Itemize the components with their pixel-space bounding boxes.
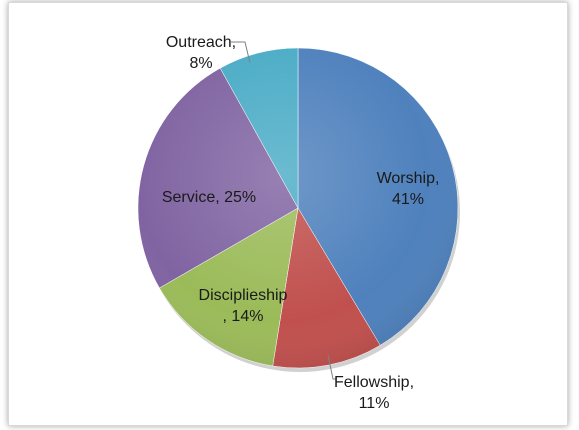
chart-frame: Worship, 41% Fellowship, 11% Disciplieship , …	[8, 2, 568, 426]
slice-label-line: 41%	[392, 191, 424, 208]
slice-label-line: Service, 25%	[162, 189, 256, 206]
pie-slices	[137, 47, 460, 372]
slice-label-service: Service, 25%	[162, 189, 256, 206]
slice-label-worship: Worship, 41%	[377, 170, 440, 208]
slice-label-line: 11%	[359, 395, 390, 412]
outreach-leader-line	[231, 41, 251, 64]
leader-lines	[231, 41, 337, 380]
fellowship-leader-line	[327, 354, 337, 380]
pie-chart: Worship, 41% Fellowship, 11% Disciplieship , …	[137, 34, 460, 412]
slice-label-line: Outreach,	[166, 34, 236, 51]
slice-label-line: , 14%	[223, 308, 264, 325]
slice-label-fellowship: Fellowship, 11%	[334, 374, 414, 412]
slice-label-line: 8%	[189, 55, 212, 72]
slice-label-line: Disciplieship	[199, 287, 288, 304]
slice-label-outreach: Outreach, 8%	[166, 34, 236, 72]
slice-label-line: Fellowship,	[334, 374, 414, 391]
slice-labels: Worship, 41% Fellowship, 11% Disciplieship , …	[162, 34, 440, 412]
slice-label-disciplieship: Disciplieship , 14%	[199, 287, 288, 325]
slice-label-line: Worship,	[377, 170, 440, 187]
